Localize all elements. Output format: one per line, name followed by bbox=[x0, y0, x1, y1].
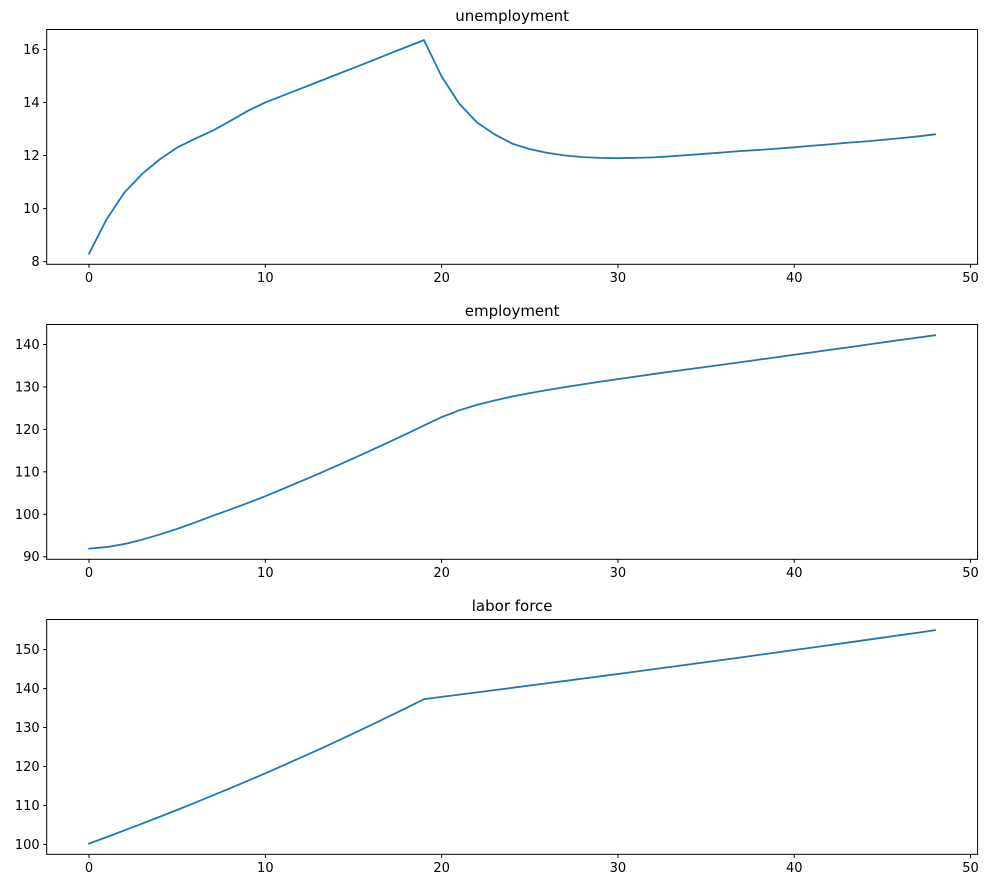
y-tick-label: 14 bbox=[23, 96, 40, 111]
subplot-unemployment: 0 10 20 30 40 50 8 10 12 14 16 unemployment bbox=[0, 0, 988, 295]
chart-title: employment bbox=[465, 302, 560, 320]
x-tick-label: 0 bbox=[85, 566, 93, 581]
y-tick-label: 90 bbox=[23, 550, 40, 565]
axes-border bbox=[46, 29, 979, 265]
x-tick-label: 30 bbox=[610, 566, 627, 581]
y-tick-label: 16 bbox=[23, 43, 40, 58]
x-tick-label: 30 bbox=[610, 271, 627, 286]
y-tick-label: 130 bbox=[15, 380, 40, 395]
labor-force-line bbox=[88, 629, 937, 845]
x-tick-label: 10 bbox=[257, 566, 274, 581]
x-tick-label: 40 bbox=[786, 861, 803, 876]
unemployment-line bbox=[88, 39, 937, 255]
employment-chart: 0 10 20 30 40 50 90 100 110 120 130 140 employment bbox=[15, 302, 979, 581]
chart-title: labor force bbox=[472, 597, 553, 615]
x-tick-label: 40 bbox=[786, 271, 803, 286]
x-tick-label: 0 bbox=[85, 861, 93, 876]
y-tick-label: 140 bbox=[15, 338, 40, 353]
y-tick-label: 140 bbox=[15, 682, 40, 697]
x-tick-label: 50 bbox=[962, 566, 979, 581]
axes-border bbox=[46, 324, 979, 560]
x-tick-label: 20 bbox=[433, 861, 450, 876]
y-tick-label: 130 bbox=[15, 721, 40, 736]
y-tick-label: 150 bbox=[15, 643, 40, 658]
x-tick-label: 30 bbox=[610, 861, 627, 876]
axes-border bbox=[46, 619, 979, 855]
x-tick-label: 10 bbox=[257, 861, 274, 876]
y-tick-label: 110 bbox=[15, 799, 40, 814]
unemployment-chart: 0 10 20 30 40 50 8 10 12 14 16 unemployment bbox=[23, 7, 979, 286]
y-tick-label: 12 bbox=[23, 149, 40, 164]
subplot-labor-force: 0 10 20 30 40 50 100 110 120 130 140 150 labor force bbox=[0, 590, 988, 889]
chart-title: unemployment bbox=[455, 7, 569, 25]
y-tick-label: 100 bbox=[15, 508, 40, 523]
x-tick-label: 40 bbox=[786, 566, 803, 581]
x-tick-label: 50 bbox=[962, 861, 979, 876]
y-tick-label: 110 bbox=[15, 465, 40, 480]
x-tick-label: 20 bbox=[433, 566, 450, 581]
y-tick-label: 100 bbox=[15, 838, 40, 853]
x-tick-label: 10 bbox=[257, 271, 274, 286]
employment-line bbox=[88, 334, 937, 550]
x-tick-label: 0 bbox=[85, 271, 93, 286]
y-tick-label: 8 bbox=[31, 255, 39, 270]
x-tick-label: 50 bbox=[962, 271, 979, 286]
subplot-employment: 0 10 20 30 40 50 90 100 110 120 130 140 employment bbox=[0, 295, 988, 590]
y-tick-label: 10 bbox=[23, 202, 40, 217]
labor-force-chart: 0 10 20 30 40 50 100 110 120 130 140 150 labor force bbox=[15, 597, 979, 876]
y-tick-label: 120 bbox=[15, 423, 40, 438]
y-tick-label: 120 bbox=[15, 760, 40, 775]
x-tick-label: 20 bbox=[433, 271, 450, 286]
